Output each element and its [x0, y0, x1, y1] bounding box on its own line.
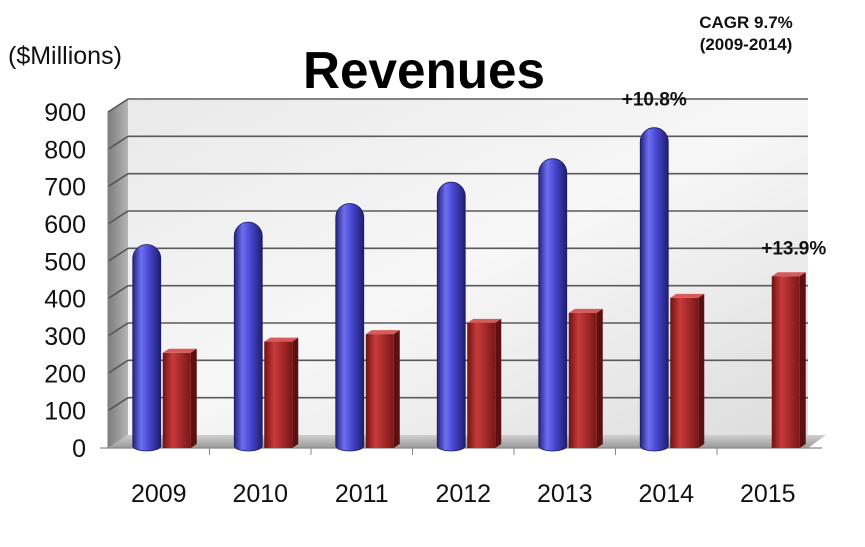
gridline-side: [107, 210, 129, 225]
plot-side-wall: [108, 100, 128, 448]
cagr-label: CAGR 9.7%: [699, 13, 793, 32]
x-tick-label: 2012: [435, 480, 491, 508]
x-tick-labels: 2009 2010 2011 2012 2013 2014 2015: [131, 448, 796, 508]
annotations: +10.8% +13.9%: [622, 90, 827, 260]
annotation-label: +10.8%: [622, 90, 687, 111]
gridline-side: [107, 135, 129, 151]
y-tick-label: 600: [44, 211, 86, 239]
gridline-side: [107, 247, 129, 263]
y-tick-label: 300: [44, 323, 86, 351]
gridline-side: [107, 396, 129, 412]
cagr-period-label: (2009-2014): [700, 35, 793, 54]
gridline-side: [107, 98, 129, 113]
bar-blue-2010: [233, 221, 263, 452]
y-tick-label: 200: [44, 360, 86, 388]
bar-red-2013: [568, 308, 603, 448]
bar-red-2014: [670, 293, 705, 448]
chart-title: Revenues: [303, 42, 545, 100]
bar-red-2009: [162, 348, 197, 448]
bar-red-2011: [365, 330, 400, 448]
bar-blue-2011: [335, 203, 365, 452]
bar-blue-2013: [538, 158, 568, 452]
x-tick-label: 2011: [335, 480, 389, 508]
unit-label: ($Millions): [8, 42, 122, 70]
y-tick-label: 400: [44, 286, 86, 314]
gridline-side: [107, 359, 129, 375]
y-tick-label: 900: [44, 99, 86, 127]
bar-blue-2009: [132, 244, 162, 452]
y-tick-label: 100: [44, 398, 86, 426]
y-tick-label: 0: [72, 435, 86, 463]
bars: [132, 127, 806, 452]
bar-red-2015: [771, 272, 806, 448]
x-tick-label: 2010: [232, 480, 288, 508]
x-tick-label: 2009: [131, 480, 187, 508]
x-tick-label: 2014: [638, 480, 694, 508]
y-tick-label: 700: [44, 174, 86, 202]
y-tick-label: 500: [44, 248, 86, 276]
bar-red-2012: [467, 318, 502, 448]
x-tick-label: 2013: [537, 480, 593, 508]
bar-blue-2014: [639, 127, 669, 452]
gridline-side: [107, 172, 129, 188]
gridline-side: [107, 284, 129, 300]
y-tick-label: 800: [44, 136, 86, 164]
gridline-side: [107, 322, 129, 337]
x-tick-label: 2015: [740, 480, 796, 508]
bar-blue-2012: [436, 181, 466, 452]
annotation-label: +13.9%: [761, 238, 826, 259]
y-tick-labels: 0 100 200 300 400 500 600 700 800 900: [44, 99, 86, 463]
bar-red-2010: [264, 337, 299, 448]
plot-floor: [108, 435, 826, 448]
